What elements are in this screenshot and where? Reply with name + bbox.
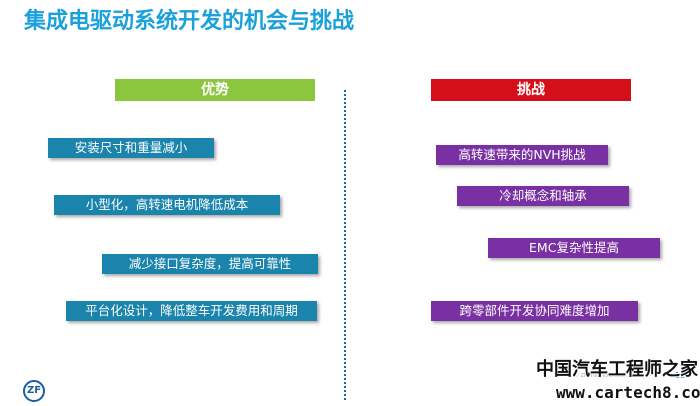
challenge-item-3: EMC复杂性提高 — [488, 238, 660, 258]
watermark-url: www.cartech8.com — [556, 383, 700, 402]
copyright-text: © ZF Friedrichshafen AG — [574, 373, 636, 379]
advantage-item-3: 减少接口复杂度，提高可靠性 — [102, 254, 318, 274]
zf-logo: ZF — [23, 380, 45, 402]
advantages-header: 优势 — [115, 79, 315, 101]
challenges-header: 挑战 — [431, 79, 631, 101]
challenge-item-4: 跨零部件开发协同难度增加 — [431, 301, 638, 321]
advantage-item-2: 小型化，高转速电机降低成本 — [54, 195, 280, 215]
page-number: 19 — [675, 371, 686, 380]
column-divider — [344, 90, 346, 400]
advantage-item-4: 平台化设计，降低整车开发费用和周期 — [66, 301, 317, 321]
challenge-item-2: 冷却概念和轴承 — [457, 186, 629, 206]
watermark-site-name: 中国汽车工程师之家 — [536, 359, 698, 380]
challenge-item-1: 高转速带来的NVH挑战 — [436, 145, 608, 165]
advantage-item-1: 安装尺寸和重量减小 — [48, 138, 214, 158]
slide-title: 集成电驱动系统开发的机会与挑战 — [24, 9, 355, 34]
